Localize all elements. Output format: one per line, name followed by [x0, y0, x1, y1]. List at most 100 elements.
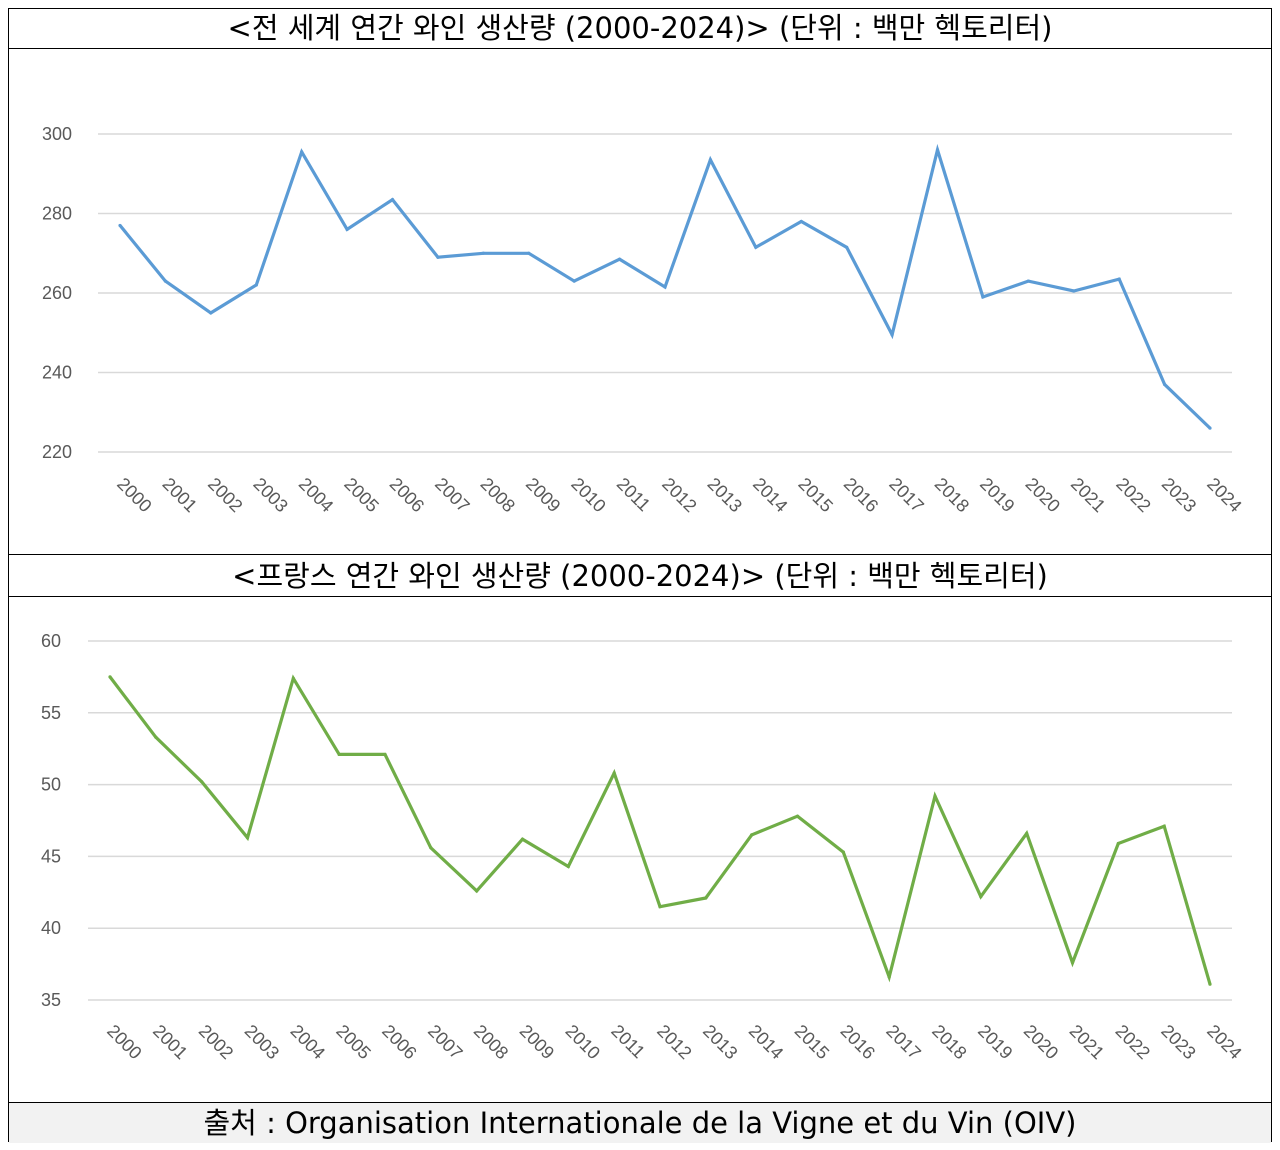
france-x-tick-label: 2015 — [791, 1021, 833, 1063]
france-y-tick-label: 45 — [41, 846, 61, 866]
world-data-point — [254, 283, 258, 287]
world-y-tick-label: 240 — [42, 363, 72, 383]
world-x-tick-label: 2009 — [522, 474, 564, 516]
world-data-point — [1162, 382, 1167, 387]
world-x-tick-label: 2008 — [477, 474, 519, 516]
world-x-tick-label: 2013 — [704, 474, 746, 516]
chart-title-world: <전 세계 연간 와인 생산량 (2000-2024)> (단위 : 백만 헥토… — [9, 9, 1271, 49]
france-data-point — [795, 814, 800, 818]
france-x-tick-label: 2011 — [607, 1021, 649, 1063]
france-data-point — [750, 833, 754, 837]
france-y-tick-label: 55 — [41, 703, 61, 723]
world-x-tick-label: 2003 — [249, 474, 291, 516]
france-data-point — [1116, 841, 1120, 846]
france-data-point — [475, 889, 479, 893]
france-x-tick-label: 2018 — [928, 1021, 970, 1063]
world-data-point — [799, 219, 803, 224]
france-x-tick-label: 2000 — [103, 1021, 145, 1063]
world-data-point — [663, 285, 667, 289]
world-data-point — [209, 311, 213, 315]
france-x-tick-label: 2012 — [653, 1021, 695, 1063]
france-x-tick-label: 2019 — [974, 1021, 1016, 1063]
world-x-tick-label: 2023 — [1158, 474, 1200, 516]
world-data-point — [436, 255, 440, 259]
world-data-point — [845, 245, 849, 249]
france-x-tick-label: 2023 — [1157, 1021, 1199, 1063]
world-x-tick-label: 2017 — [885, 474, 927, 516]
france-data-point — [658, 905, 662, 909]
france-data-point — [1025, 831, 1029, 836]
france-data-point — [154, 735, 158, 739]
france-x-tick-label: 2009 — [516, 1021, 558, 1063]
world-x-tick-label: 2012 — [658, 474, 700, 516]
france-y-tick-label: 60 — [41, 631, 61, 651]
figure-frame: <전 세계 연간 와인 생산량 (2000-2024)> (단위 : 백만 헥토… — [8, 8, 1272, 1143]
world-x-tick-label: 2007 — [431, 474, 473, 516]
world-x-tick-label: 2016 — [840, 474, 882, 516]
world-x-tick-label: 2002 — [204, 474, 246, 516]
france-x-tick-label: 2020 — [1020, 1021, 1062, 1063]
france-x-tick-label: 2013 — [699, 1021, 741, 1063]
world-data-point — [617, 257, 622, 261]
world-x-tick-label: 2005 — [340, 474, 382, 516]
france-x-tick-label: 2022 — [1112, 1021, 1154, 1063]
france-y-tick-label: 50 — [41, 775, 61, 795]
france-data-point — [1070, 961, 1075, 965]
world-data-point — [1117, 277, 1121, 281]
france-x-tick-label: 2005 — [332, 1021, 374, 1063]
france-data-point — [383, 752, 387, 757]
france-data-point — [1162, 824, 1166, 828]
france-x-tick-label: 2003 — [241, 1021, 283, 1063]
world-x-tick-label: 2019 — [976, 474, 1018, 516]
france-data-point — [337, 752, 341, 757]
france-data-point — [704, 896, 708, 900]
world-x-tick-label: 2011 — [613, 474, 655, 516]
france-data-point — [887, 975, 891, 979]
world-x-tick-label: 2014 — [749, 474, 791, 516]
world-data-point — [708, 158, 713, 162]
france-data-point — [108, 675, 112, 679]
world-y-tick-label: 300 — [42, 124, 72, 144]
france-data-point — [566, 864, 570, 869]
world-x-tick-label: 2010 — [567, 474, 609, 516]
world-x-tick-label: 2015 — [794, 474, 836, 516]
france-y-tick-label: 35 — [41, 990, 61, 1010]
world-x-tick-label: 2024 — [1203, 474, 1245, 516]
world-data-point — [981, 295, 985, 299]
france-x-tick-label: 2010 — [562, 1021, 604, 1063]
world-y-tick-label: 260 — [42, 283, 72, 303]
france-data-point — [520, 837, 525, 841]
world-data-point — [163, 279, 168, 283]
world-x-tick-label: 2004 — [295, 474, 337, 516]
world-data-point — [754, 245, 758, 249]
world-x-tick-label: 2018 — [931, 474, 973, 516]
world-data-point — [1072, 289, 1076, 293]
chart-title-france: <프랑스 연간 와인 생산량 (2000-2024)> (단위 : 백만 헥토리… — [9, 554, 1271, 597]
france-x-tick-label: 2014 — [745, 1021, 787, 1063]
france-x-tick-label: 2002 — [195, 1021, 237, 1063]
france-x-tick-label: 2016 — [837, 1021, 879, 1063]
france-data-point — [841, 850, 845, 854]
france-data-point — [1208, 982, 1212, 986]
france-x-tick-label: 2004 — [287, 1021, 329, 1063]
france-x-tick-label: 2006 — [378, 1021, 420, 1063]
world-x-tick-label: 2006 — [386, 474, 428, 516]
world-data-point — [935, 148, 940, 152]
france-data-point — [291, 676, 295, 680]
france-x-tick-label: 2017 — [882, 1021, 924, 1063]
world-data-point — [527, 251, 531, 255]
world-x-tick-label: 2001 — [159, 474, 201, 516]
france-x-tick-label: 2024 — [1203, 1021, 1245, 1063]
world-data-point — [572, 279, 576, 283]
world-data-point — [481, 251, 485, 255]
france-x-tick-label: 2007 — [424, 1021, 466, 1063]
world-data-point — [1026, 279, 1030, 283]
france-wine-line-chart: 35 40 45 50 55 60 2000 2001 2002 2003 2004 2005 2006… — [41, 631, 1246, 1063]
france-series-line — [108, 674, 1212, 985]
world-y-tick-label: 220 — [42, 442, 72, 462]
france-data-point — [245, 836, 250, 840]
world-x-tick-label: 2021 — [1067, 474, 1109, 516]
world-series-line — [118, 143, 1212, 430]
france-data-point — [200, 780, 204, 784]
